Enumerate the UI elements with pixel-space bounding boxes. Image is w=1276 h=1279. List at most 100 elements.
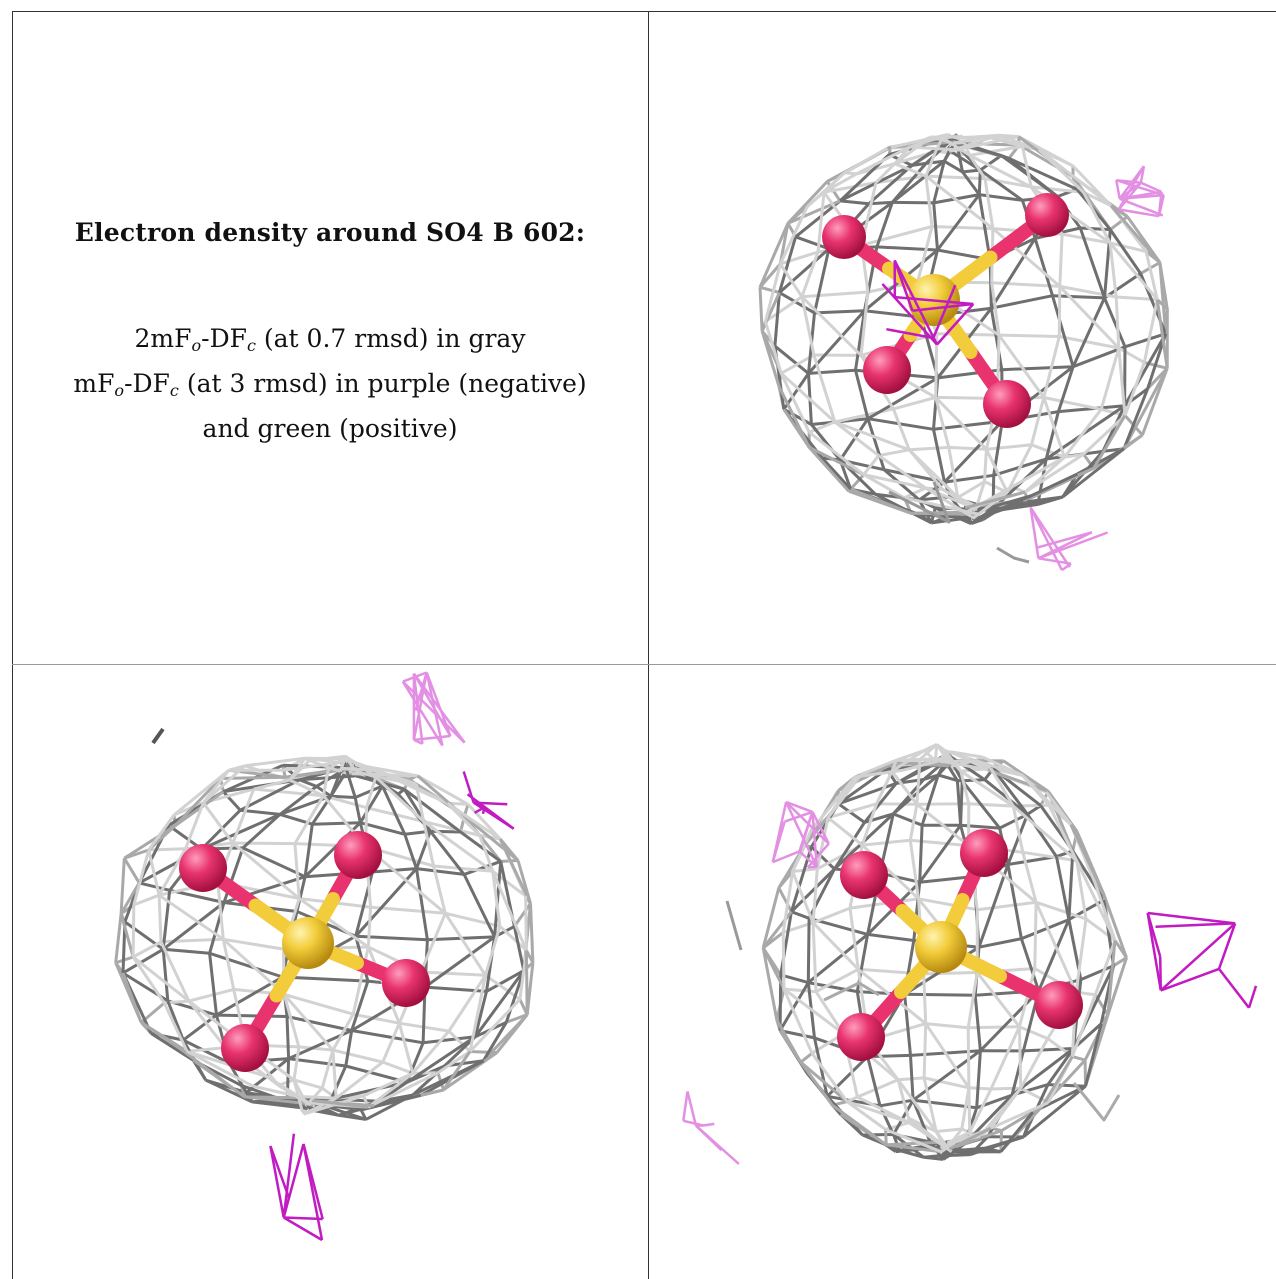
mesh-edge — [855, 145, 911, 176]
sulfur-atom — [915, 921, 967, 973]
mesh-edge — [811, 868, 819, 923]
mesh-edge — [1058, 234, 1064, 287]
mesh-edge — [302, 1095, 337, 1100]
difference-mesh-edge — [1146, 912, 1163, 991]
mesh-edge — [846, 1100, 887, 1131]
mesh-edge — [918, 825, 924, 883]
mesh-edge — [780, 372, 836, 424]
mesh-edge — [381, 1022, 401, 1063]
mesh-edge — [833, 420, 880, 457]
mesh-edge — [1061, 232, 1111, 245]
difference-mesh-edge — [282, 1133, 296, 1218]
difference-mesh-edge — [1029, 506, 1071, 568]
mesh-edge — [459, 830, 502, 863]
mesh-edge — [964, 490, 1026, 510]
grid-left-border — [12, 11, 13, 1279]
mesh-edge — [1008, 157, 1078, 191]
mesh-edge — [931, 225, 993, 231]
mesh-edge — [867, 164, 913, 205]
difference-mesh-edge — [412, 672, 452, 737]
mesh-edge — [978, 937, 1022, 949]
mesh-edge — [1117, 347, 1127, 416]
mesh-edge — [941, 136, 971, 157]
mesh-edge — [1018, 1025, 1049, 1040]
mesh-edge — [892, 200, 934, 205]
mesh-edge — [799, 1061, 834, 1107]
mesh-edge — [397, 776, 448, 805]
mesh-edge — [303, 823, 314, 877]
mesh-edge — [790, 910, 810, 920]
mesh-edge — [174, 790, 225, 828]
mesh-edge — [478, 834, 495, 872]
mesh-edge — [1035, 900, 1087, 921]
mesh-edge — [1059, 335, 1120, 350]
mesh-edge — [416, 867, 465, 876]
mesh-edge — [779, 372, 811, 433]
mesh-edge — [442, 1051, 498, 1092]
mesh-edge — [282, 993, 335, 1052]
difference-mesh-edge — [1029, 507, 1064, 571]
mesh-edge — [800, 295, 863, 357]
mesh-edge — [1158, 262, 1168, 334]
difference-mesh-edge — [695, 1124, 723, 1152]
mesh-edge — [403, 788, 462, 834]
mesh-edge — [244, 1095, 305, 1100]
mesh-edge — [764, 295, 803, 323]
mesh-edge — [240, 808, 281, 816]
difference-mesh-edge — [771, 801, 788, 863]
mesh-edge — [1074, 918, 1088, 993]
difference-mesh-edge — [1029, 507, 1040, 559]
mesh-edge — [505, 1013, 528, 1024]
mesh-edge — [949, 750, 989, 772]
mesh-edge — [437, 1050, 471, 1075]
oxygen-atom — [1035, 981, 1083, 1029]
mesh-edge — [989, 307, 1004, 370]
mesh-edge — [890, 770, 919, 806]
mesh-edge — [915, 759, 922, 805]
mesh-edge — [1063, 408, 1103, 459]
mesh-edge — [187, 1000, 227, 1049]
so4-molecule — [179, 831, 430, 1072]
mesh-edge — [202, 764, 247, 804]
mesh-edge — [466, 803, 502, 841]
mesh-edge — [1034, 901, 1078, 993]
sulfur-atom — [282, 917, 334, 969]
mesh-edge — [429, 830, 466, 876]
mesh-edge — [1109, 241, 1147, 253]
mesh-edge — [1020, 146, 1033, 188]
mesh-edge — [1000, 1104, 1044, 1132]
mesh-edge — [800, 296, 816, 356]
mesh-edge — [979, 154, 1003, 172]
mesh-edge — [422, 1035, 476, 1045]
mesh-edge — [1001, 365, 1074, 372]
mesh-edge — [892, 1099, 915, 1136]
mesh-edge — [285, 1016, 291, 1059]
mesh-edge — [924, 174, 994, 230]
mesh-edge — [1109, 215, 1129, 231]
mesh-edge — [491, 871, 502, 927]
mesh-edge — [173, 777, 222, 827]
mesh-edge — [524, 895, 528, 951]
mesh-edge — [406, 1035, 477, 1084]
mesh-edge — [329, 1065, 348, 1100]
mesh-edge — [1011, 805, 1025, 853]
mesh-edge — [859, 291, 870, 356]
mesh-edge — [867, 376, 939, 420]
mesh-edge — [986, 443, 1032, 451]
so4-molecule — [837, 829, 1083, 1061]
mesh-edge — [834, 420, 910, 452]
oxygen-atom — [983, 380, 1031, 428]
mesh-edge — [799, 1052, 813, 1064]
mesh-edge — [957, 480, 986, 499]
mesh-edge — [968, 1088, 993, 1134]
difference-mesh-edge — [798, 811, 814, 852]
mesh-edge — [351, 946, 370, 1015]
mesh-edge — [150, 1032, 195, 1062]
mesh-edge — [962, 168, 981, 174]
mesh-edge — [950, 750, 983, 759]
mesh-edge — [1033, 902, 1038, 969]
difference-mesh-edge — [269, 1145, 285, 1218]
mesh-edge — [491, 870, 528, 951]
mesh-edge — [891, 749, 926, 773]
mesh-edge — [919, 875, 975, 884]
